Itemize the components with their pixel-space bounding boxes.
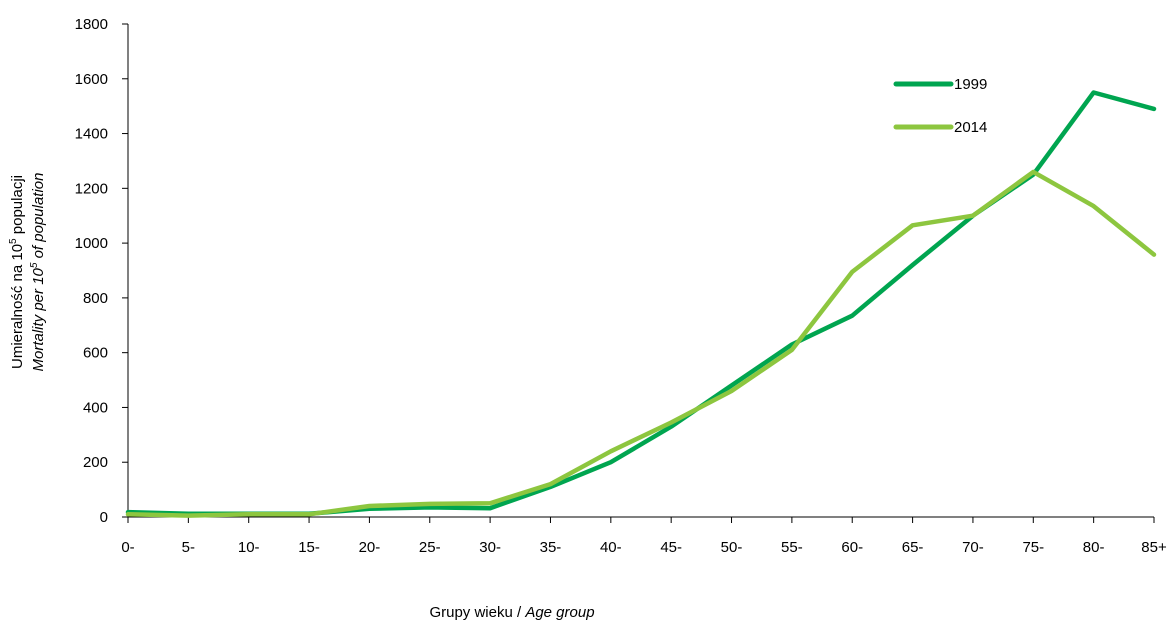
- y-axis-title-line2: Mortality per 105 of population: [29, 172, 47, 371]
- x-tick-label: 70-: [962, 539, 984, 556]
- x-tick-label: 40-: [600, 539, 622, 556]
- y-tick-label: 800: [83, 290, 108, 307]
- x-axis: 0- 5- 10- 15- 20- 25- 30- 35- 40- 45- 50- 55- 60- 65-…: [121, 516, 1167, 556]
- x-tick-label: 50-: [721, 539, 743, 556]
- y-tick-label: 400: [83, 399, 108, 416]
- y-tick-label: 1200: [75, 180, 108, 197]
- y-axis: 0 200 400 600 800 1000 1200 1400 1600 1800: [75, 16, 129, 526]
- x-tick-label: 5-: [182, 539, 195, 556]
- x-tick-label: 35-: [540, 539, 562, 556]
- x-tick-label: 55-: [781, 539, 803, 556]
- legend-label-1999: 1999: [954, 76, 987, 93]
- legend-label-2014: 2014: [954, 119, 987, 136]
- y-tick-label: 1400: [75, 126, 108, 143]
- x-tick-label: 25-: [419, 539, 441, 556]
- x-tick-label: 15-: [298, 539, 320, 556]
- y-tick-label: 1000: [75, 235, 108, 252]
- y-tick-label: 200: [83, 454, 108, 471]
- x-tick-label: 65-: [902, 539, 924, 556]
- x-tick-label: 75-: [1022, 539, 1044, 556]
- y-tick-label: 1600: [75, 71, 108, 88]
- series-line-1999: [125, 90, 1157, 516]
- x-tick-label: 10-: [238, 539, 260, 556]
- x-tick-label: 0-: [121, 539, 134, 556]
- x-tick-label: 20-: [359, 539, 381, 556]
- x-tick-label: 30-: [479, 539, 501, 556]
- y-tick-label: 0: [100, 509, 108, 526]
- series-group: [125, 90, 1157, 518]
- x-tick-label: 85+: [1141, 539, 1167, 556]
- legend: 1999 2014: [893, 76, 987, 136]
- y-tick-label: 1800: [75, 16, 108, 33]
- x-tick-label: 80-: [1083, 539, 1105, 556]
- series-line-2014: [125, 169, 1157, 518]
- x-axis-title: Grupy wieku / Age group: [429, 604, 594, 621]
- x-tick-label: 60-: [841, 539, 863, 556]
- y-tick-label: 600: [83, 345, 108, 362]
- x-tick-label: 45-: [660, 539, 682, 556]
- y-axis-title-line1: Umieralność na 105 populacji: [8, 175, 26, 369]
